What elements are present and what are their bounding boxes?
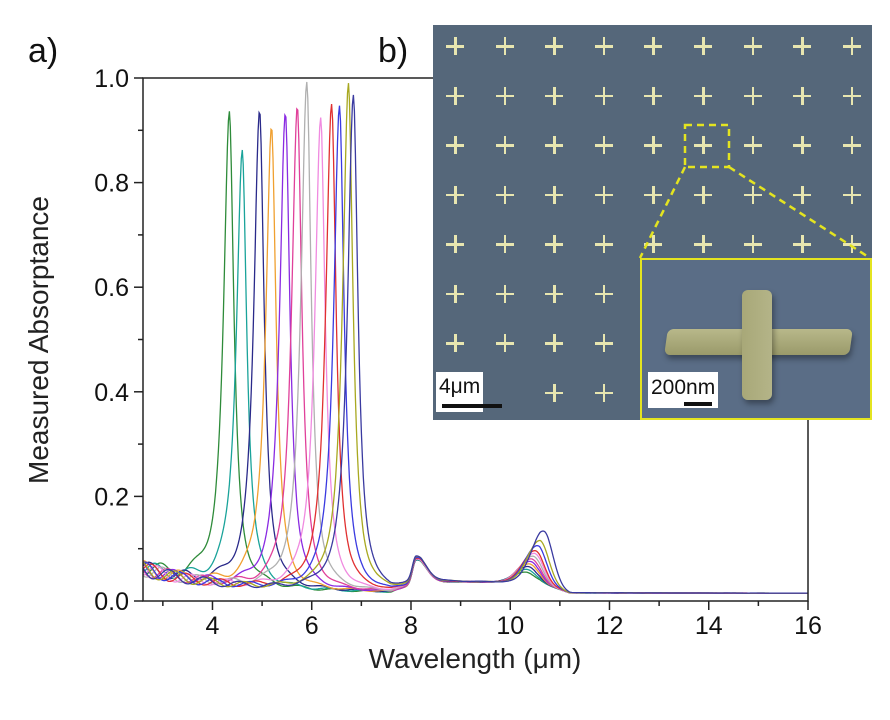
cross-structure: [594, 235, 613, 253]
zoom-callout: [638, 123, 871, 260]
cross-structure: [446, 235, 464, 253]
inset-scale-label: 200nm: [651, 376, 716, 399]
sem-inset-single-cross: 200nm: [640, 258, 872, 420]
cross-structure: [495, 37, 514, 55]
cross-structure: [446, 334, 464, 352]
cross-structure: [694, 37, 712, 55]
cross-structure: [644, 185, 663, 204]
cross-structure: [594, 37, 613, 55]
main-scale-bar: 4μm: [436, 372, 502, 412]
x-axis-title: Wavelength (μm): [369, 643, 582, 674]
spectrum-line-12: [142, 94, 808, 594]
cross-structure: [446, 37, 464, 55]
cross-structure: [743, 235, 762, 253]
cross-structure: [793, 37, 812, 55]
cross-structure: [545, 37, 564, 55]
cross-structure: [644, 136, 663, 154]
cross-structure: [446, 185, 464, 204]
cross-structure: [793, 136, 812, 154]
cross-structure: [793, 235, 812, 253]
cross-structure: [842, 136, 861, 154]
cross-structure: [495, 334, 514, 352]
cross-structure: [594, 185, 613, 204]
y-tick-label: 0.2: [94, 483, 129, 511]
cross-structure: [743, 185, 762, 204]
cross-structure: [594, 136, 613, 154]
sem-image-crosses: 200nm 4μm: [433, 25, 872, 420]
cross-structure: [495, 284, 514, 303]
x-tick-label: 4: [206, 612, 220, 640]
x-tick-label: 16: [794, 612, 822, 640]
cross-structure: [594, 86, 613, 105]
cross-structure: [446, 136, 464, 154]
y-axis-title: Measured Absorptance: [23, 196, 54, 484]
y-tick-label: 0.6: [94, 274, 129, 302]
cross-structure: [594, 334, 613, 352]
main-scale-label: 4μm: [439, 375, 481, 398]
cross-structure: [743, 136, 762, 154]
cross-structure: [545, 334, 564, 352]
cross-structure: [495, 136, 514, 154]
cross-structure: [694, 185, 712, 204]
y-tick-label: 1.0: [94, 65, 129, 93]
cross-structure: [793, 185, 812, 204]
cross-structure: [545, 86, 564, 105]
cross-structure: [545, 235, 564, 253]
cross-structure: [842, 185, 861, 204]
cross-structure: [644, 235, 663, 253]
axes: 4 6 8 10 12 14 16 0.0 0.2 0.4 0.6 0.8 1.0: [94, 65, 822, 640]
cross-structure: [644, 37, 663, 55]
cross-structure: [545, 185, 564, 204]
panel-label-b: b): [378, 32, 408, 70]
x-tick-label: 14: [695, 612, 723, 640]
cross-structure: [793, 86, 812, 105]
cross-structure: [446, 284, 464, 303]
cross-structure: [545, 383, 564, 402]
cross-structure: [743, 37, 762, 55]
panel-label-a: a): [28, 32, 58, 70]
x-tick-label: 12: [596, 612, 624, 640]
spectra-curves: [142, 81, 808, 594]
cross-structure: [842, 37, 861, 55]
cross-structure: [644, 86, 663, 105]
inset-scale-bar: 200nm: [648, 372, 719, 408]
cross-structure: [594, 383, 613, 402]
cross-structure: [446, 86, 464, 105]
cross-structure: [694, 136, 712, 154]
cross-structure: [594, 284, 613, 303]
cross-structure: [495, 185, 514, 204]
cross-structure: [842, 235, 861, 253]
y-tick-label: 0.4: [94, 379, 129, 407]
x-tick-label: 8: [404, 612, 418, 640]
cross-structure: [743, 86, 762, 105]
y-tick-label: 0.0: [94, 588, 129, 616]
y-tick-label: 0.8: [94, 170, 129, 198]
x-tick-label: 6: [305, 612, 319, 640]
cross-structure: [495, 235, 514, 253]
cross-structure: [694, 235, 712, 253]
cross-structure: [842, 86, 861, 105]
cross-vertical-arm: [742, 290, 772, 400]
x-tick-label: 10: [496, 612, 524, 640]
cross-structure: [545, 136, 564, 154]
cross-structure: [495, 86, 514, 105]
cross-structure: [694, 86, 712, 105]
cross-structure: [545, 284, 564, 303]
